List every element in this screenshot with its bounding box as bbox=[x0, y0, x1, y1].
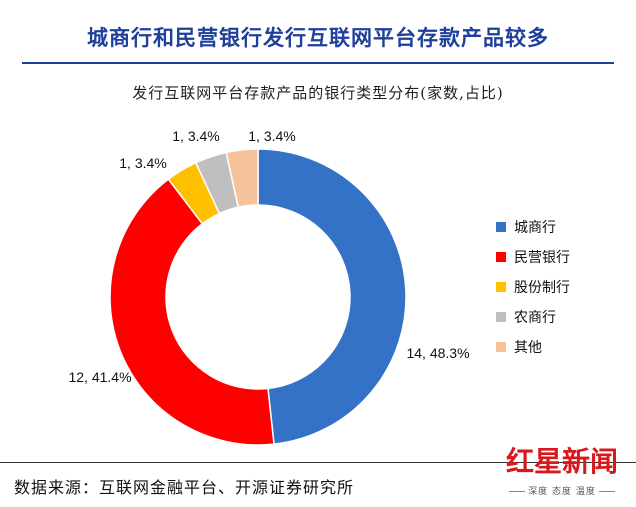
slice-label-2: 12, 41.4% bbox=[68, 369, 131, 385]
slice-5 bbox=[225, 148, 259, 209]
slice-label-1: 14, 48.3% bbox=[406, 345, 469, 361]
legend-swatch-5 bbox=[496, 342, 506, 352]
page-headline: 城商行和民营银行发行互联网平台存款产品较多 bbox=[87, 25, 549, 50]
legend-swatch-1 bbox=[496, 222, 506, 232]
legend-label-5: 其他 bbox=[514, 340, 542, 356]
legend-swatch-2 bbox=[496, 252, 506, 262]
legend-label-3: 股份制行 bbox=[514, 280, 570, 296]
headline-divider bbox=[22, 62, 614, 64]
chart-title: 发行互联网平台存款产品的银行类型分布(家数,占比) bbox=[132, 84, 504, 102]
source-divider bbox=[0, 462, 636, 463]
legend-swatch-3 bbox=[496, 282, 506, 292]
slice-label-5: 1, 3.4% bbox=[248, 128, 295, 144]
slice-1 bbox=[257, 148, 407, 445]
watermark-logo: 红星新闻 深度 态度 温度 bbox=[496, 440, 628, 502]
donut-slices bbox=[109, 148, 407, 446]
watermark-tagline: 深度 态度 温度 bbox=[496, 484, 628, 497]
slice-label-3: 1, 3.4% bbox=[119, 155, 166, 171]
legend-label-2: 民营银行 bbox=[514, 250, 570, 266]
slice-labels: 14, 48.3% 12, 41.4% 1, 3.4% 1, 3.4% 1, 3.4% bbox=[68, 128, 469, 385]
donut-chart: 14, 48.3%12, 41.4%1, 3.4%1, 3.4% 1, 3.4% … bbox=[68, 128, 570, 446]
data-source-note: 数据来源：互联网金融平台、开源证券研究所 bbox=[14, 478, 355, 497]
legend-swatch-4 bbox=[496, 312, 506, 322]
slice-2 bbox=[109, 178, 275, 446]
legend-label-1: 城商行 bbox=[514, 220, 556, 236]
slice-label-4: 1, 3.4% bbox=[172, 128, 219, 144]
legend-label-4: 农商行 bbox=[514, 310, 556, 326]
watermark-logo-text: 红星新闻 bbox=[505, 445, 618, 478]
